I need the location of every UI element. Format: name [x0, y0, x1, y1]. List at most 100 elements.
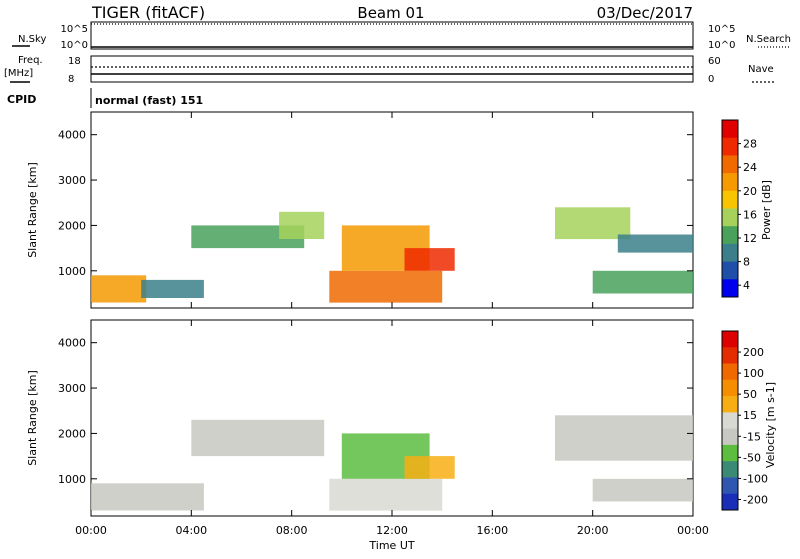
- velocity-region-5: [555, 415, 693, 461]
- power-ytick-label-1: 3000: [58, 174, 86, 187]
- velocity-region-4: [404, 456, 455, 479]
- power-colorbar-label-4: 12: [743, 232, 757, 245]
- velocity-colorbar-label-5: -50: [743, 451, 761, 464]
- power-y-axis: 4000 3000 2000 1000: [58, 129, 693, 278]
- velocity-colorbar-frame: [721, 330, 739, 511]
- velocity-colorbar-label-3: 15: [743, 409, 757, 422]
- velocity-colorbar-swatch-6: [722, 428, 738, 446]
- noise-panel: [90, 21, 694, 50]
- power-region-8: [617, 234, 694, 253]
- x-axis-label: Time UT: [368, 539, 414, 552]
- velocity-colorbar-swatch-3: [722, 379, 738, 397]
- power-colorbar-label-6: 4: [743, 279, 750, 292]
- velocity-colorbar-swatch-2: [722, 363, 738, 381]
- xtick-label-2: 08:00: [276, 524, 308, 537]
- velocity-ytick-label-1: 3000: [58, 382, 86, 395]
- power-colorbar-swatch-4: [722, 190, 738, 209]
- power-colorbar-label-0: 28: [743, 138, 757, 151]
- velocity-region-0: [91, 483, 204, 511]
- freq-label-line1: Freq.: [18, 55, 43, 66]
- power-colorbar-swatch-5: [722, 208, 738, 227]
- power-heatmap: [91, 207, 694, 303]
- power-region-6: [404, 248, 455, 271]
- velocity-heatmap: [91, 415, 693, 511]
- velocity-ytick-label-2: 2000: [58, 427, 86, 440]
- power-region-1: [141, 279, 204, 298]
- power-colorbar-swatch-1: [722, 137, 738, 156]
- freq-tick-1: 8: [68, 74, 74, 85]
- power-colorbar-swatch-3: [722, 173, 738, 192]
- velocity-colorbar-label-0: 200: [743, 346, 764, 359]
- velocity-colorbar: 200 100 50 15 -15 -50 -100 -200: [721, 330, 768, 511]
- xtick-label-6: 00:00: [677, 524, 709, 537]
- velocity-region-1: [191, 419, 325, 457]
- cpid-label: CPID: [7, 93, 36, 106]
- velocity-ytick-label-0: 4000: [58, 337, 86, 350]
- noise-tick-right-1: 10^0: [708, 40, 735, 51]
- noise-tick-left-1: 10^0: [61, 40, 88, 51]
- nsky-label: N.Sky: [18, 34, 46, 45]
- velocity-colorbar-swatch-8: [722, 461, 738, 478]
- freq-label-line2: [MHz]: [4, 68, 33, 79]
- velocity-colorbar-label-2: 50: [743, 388, 757, 401]
- time-x-axis: 00:00 04:00 08:00 12:00 16:00 20:00 00:00: [75, 112, 709, 537]
- power-colorbar-swatch-8: [722, 261, 738, 280]
- velocity-ytick-label-3: 1000: [58, 473, 86, 486]
- velocity-colorbar-swatch-4: [722, 396, 738, 413]
- power-ytick-label-2: 2000: [58, 219, 86, 232]
- freq-panel: [90, 55, 694, 83]
- velocity-colorbar-swatch-7: [722, 444, 738, 462]
- nsearch-label: N.Search: [746, 34, 791, 45]
- power-colorbar-swatch-9: [722, 279, 738, 298]
- power-region-9: [592, 270, 693, 294]
- power-colorbar-swatch-7: [722, 243, 738, 263]
- power-y-axis-label: Slant Range [km]: [26, 162, 39, 258]
- nave-tick-1: 0: [708, 74, 714, 85]
- velocity-colorbar-label-4: -15: [743, 430, 761, 443]
- noise-tick-right-0: 10^5: [708, 24, 735, 35]
- velocity-colorbar-label-7: -200: [743, 493, 768, 506]
- velocity-colorbar-label-1: 100: [743, 367, 764, 380]
- velocity-y-axis: 4000 3000 2000 1000: [58, 337, 693, 486]
- radar-title: TIGER (fitACF): [91, 3, 205, 22]
- velocity-colorbar-label: Velocity [m s-1]: [764, 382, 777, 468]
- nave-tick-0: 60: [708, 56, 721, 67]
- velocity-colorbar-label-6: -100: [743, 472, 768, 485]
- xtick-label-4: 16:00: [476, 524, 508, 537]
- power-colorbar-label-1: 24: [743, 161, 757, 174]
- power-ytick-label-0: 4000: [58, 129, 86, 142]
- xtick-label-3: 12:00: [376, 524, 408, 537]
- power-region-0: [91, 275, 147, 303]
- power-colorbar-label-3: 16: [743, 208, 757, 221]
- xtick-label-5: 20:00: [577, 524, 609, 537]
- power-colorbar-swatch-0: [722, 120, 738, 139]
- date-title: 03/Dec/2017: [597, 4, 693, 22]
- power-colorbar-label-5: 8: [743, 256, 750, 269]
- velocity-colorbar-swatch-10: [722, 493, 738, 511]
- velocity-region-2: [329, 478, 443, 511]
- power-colorbar-label: Power [dB]: [760, 180, 773, 240]
- velocity-y-axis-label: Slant Range [km]: [26, 370, 39, 466]
- velocity-colorbar-swatch-0: [722, 331, 738, 348]
- noise-tick-left-0: 10^5: [61, 24, 88, 35]
- xtick-label-0: 00:00: [75, 524, 107, 537]
- velocity-colorbar-swatch-1: [722, 347, 738, 365]
- power-colorbar-swatch-2: [722, 155, 738, 174]
- nave-label: Nave: [748, 64, 774, 75]
- xtick-label-1: 04:00: [175, 524, 207, 537]
- power-colorbar-frame: [721, 119, 739, 298]
- power-region-3: [279, 211, 325, 239]
- power-region-7: [555, 207, 631, 240]
- velocity-colorbar-swatch-9: [722, 477, 738, 495]
- power-ytick-label-3: 1000: [58, 265, 86, 278]
- cpid-text: normal (fast) 151: [95, 94, 203, 107]
- velocity-colorbar-swatch-5: [722, 412, 738, 430]
- power-colorbar-swatch-6: [722, 226, 738, 245]
- beam-title: Beam 01: [357, 4, 424, 22]
- velocity-region-6: [592, 478, 693, 502]
- power-region-4: [329, 270, 443, 303]
- freq-tick-0: 18: [68, 56, 81, 67]
- power-region-2: [191, 225, 305, 249]
- power-colorbar-label-2: 20: [743, 185, 757, 198]
